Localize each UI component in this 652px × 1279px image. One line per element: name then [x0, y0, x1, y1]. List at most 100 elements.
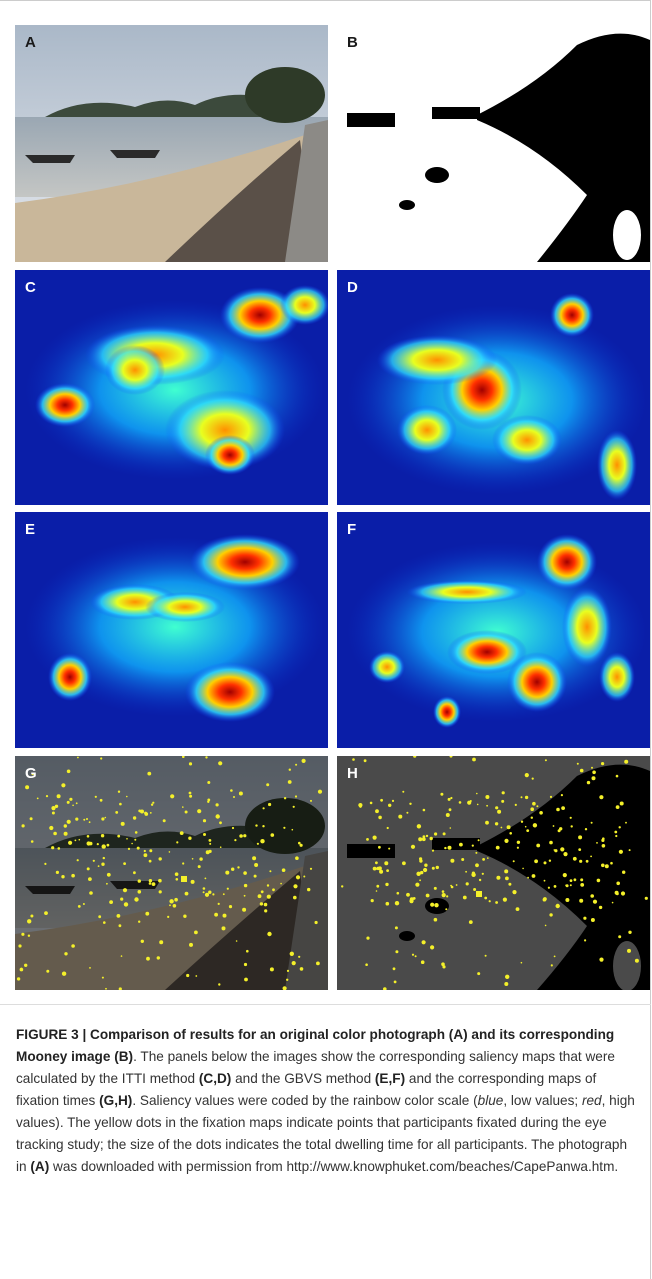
fixation-dot — [64, 952, 67, 955]
fixation-dot — [203, 887, 206, 890]
fixation-dot — [118, 791, 120, 793]
shape — [613, 210, 641, 260]
fixation-dot — [384, 861, 388, 865]
fixation-dot — [243, 834, 246, 837]
fixation-dot — [359, 806, 361, 808]
fixation-dot — [86, 818, 88, 820]
fixation-dot — [289, 769, 291, 771]
fixation-dot — [419, 859, 422, 862]
fixation-dot — [295, 795, 297, 797]
fixation-dot — [182, 806, 184, 808]
fixation-dot — [578, 848, 581, 851]
panel-heat-d: D — [337, 270, 650, 505]
fixation-dot — [469, 920, 473, 924]
fixation-dot — [580, 883, 584, 887]
fixation-dot — [46, 795, 48, 797]
heat-blob — [35, 383, 95, 427]
fixation-dot — [257, 843, 259, 845]
fixation-dot — [77, 757, 79, 759]
fixation-dot — [126, 838, 128, 840]
fixation-dot — [521, 962, 523, 964]
fixation-dot — [504, 839, 508, 843]
fixation-dot — [175, 872, 179, 876]
fixation-dot — [185, 892, 189, 896]
fixation-dot — [530, 807, 534, 811]
fixation-dot — [434, 918, 438, 922]
fixation-dot — [536, 844, 540, 848]
fixation-dot — [147, 772, 151, 776]
panel-photo: A — [15, 25, 328, 262]
fixation-dot — [101, 863, 104, 866]
fixation-dot — [189, 795, 192, 798]
heat-blob — [407, 580, 527, 604]
fixation-dot — [591, 822, 593, 824]
fixation-dot — [233, 796, 235, 798]
fixation-dot — [300, 967, 304, 971]
fixation-dot — [379, 870, 383, 874]
shape — [613, 941, 641, 990]
fixation-dot — [387, 827, 389, 829]
fixation-dot — [218, 761, 222, 765]
fixation-dot — [169, 899, 173, 903]
panel-label: C — [25, 279, 36, 296]
fixation-dot — [532, 778, 534, 780]
fixation-dot — [487, 857, 489, 859]
fixation-dot — [423, 809, 426, 812]
fixation-dot — [20, 968, 22, 970]
fixation-dot — [615, 891, 619, 895]
fixation-dot — [318, 790, 322, 794]
fixation-dot — [586, 860, 589, 863]
heat-blob — [433, 696, 461, 728]
fixation-dot — [214, 913, 218, 917]
fixation-dot — [476, 793, 478, 795]
fixation-dot — [583, 917, 586, 920]
fixation-dot — [430, 903, 434, 907]
fixation-dot — [397, 892, 400, 895]
fixation-dot — [459, 843, 463, 847]
fixation-dot — [18, 944, 21, 947]
fixation-dot — [87, 835, 90, 838]
fixation-dot — [55, 805, 58, 808]
fixation-dot — [44, 911, 48, 915]
heat-blob — [597, 430, 637, 500]
panel-heat-e: E — [15, 512, 328, 748]
fixation-dot — [532, 874, 536, 878]
fixation-dot — [466, 882, 469, 885]
fixation-dot — [100, 757, 102, 759]
fixation-dot — [287, 970, 289, 972]
fixation-dot — [556, 904, 560, 908]
fixation-dot — [218, 983, 220, 985]
fixation-dot — [203, 833, 206, 836]
fixation-dot — [246, 950, 249, 953]
fixation-dot — [364, 759, 367, 762]
fixation-dot — [138, 921, 140, 923]
fixation-dot — [128, 848, 130, 850]
heat-blob — [550, 293, 594, 337]
fixation-dot — [242, 908, 246, 912]
fixation-dot — [137, 847, 140, 850]
fixation-dot — [446, 813, 450, 817]
fixation-dot — [120, 898, 123, 901]
fixation-dot — [413, 897, 416, 900]
fixation-dot — [585, 828, 587, 830]
fixation-dot — [268, 803, 271, 806]
fixation-dot — [239, 834, 243, 838]
panel-label: A — [25, 34, 36, 51]
fixation-dot — [513, 860, 515, 862]
fixation-dot — [87, 867, 90, 870]
caption-run: . Saliency values were coded by the rain… — [132, 1093, 477, 1108]
fixation-dot — [590, 856, 592, 858]
fixation-dot — [53, 832, 57, 836]
fixation-dot — [173, 904, 177, 908]
fixation-dot — [280, 883, 282, 885]
fixation-dot — [418, 837, 422, 841]
fixation-dot — [51, 846, 54, 849]
fixation-dot — [442, 965, 445, 968]
shape — [347, 113, 395, 127]
fixation-dot — [255, 824, 257, 826]
fixation-dot — [135, 831, 138, 834]
fixation-dot — [150, 812, 152, 814]
fixation-dot — [456, 884, 458, 886]
fixation-dot — [244, 963, 247, 966]
shape — [399, 200, 415, 210]
